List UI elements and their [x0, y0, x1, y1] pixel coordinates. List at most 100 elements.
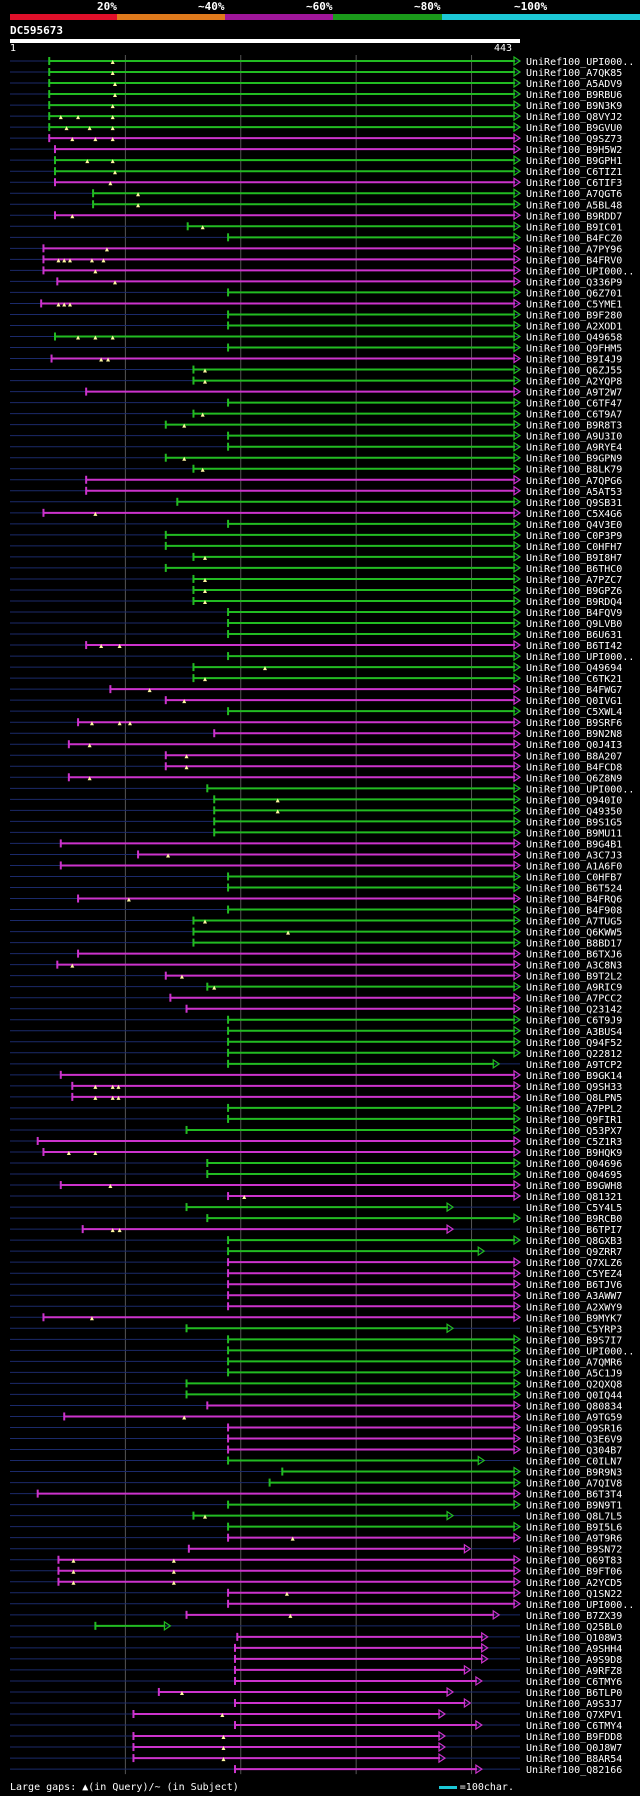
query-gap-marker — [62, 302, 67, 307]
hit-label: UniRef100_Q80834 — [526, 1401, 622, 1412]
hit-label: UniRef100_C6T9A7 — [526, 410, 622, 421]
query-gap-marker — [110, 1228, 115, 1233]
hit-label: UniRef100_B9FT06 — [526, 1567, 622, 1578]
hit-arrow — [513, 772, 522, 783]
hit-label: UniRef100_Q7XPV1 — [526, 1710, 622, 1721]
hit-label: UniRef100_C0ILN7 — [526, 1457, 622, 1468]
hit-label: UniRef100_B9H5W2 — [526, 145, 622, 156]
hit-arrow — [513, 728, 522, 739]
query-gap-marker — [70, 137, 75, 142]
hit-arrow — [513, 144, 522, 155]
hit-arrow — [513, 353, 522, 364]
hit-label: UniRef100_A7TUG5 — [526, 917, 622, 928]
hit-arrow — [513, 210, 522, 221]
query-gap-marker — [203, 677, 207, 682]
hit-label: UniRef100_UPI000.. — [526, 1600, 634, 1611]
hit-arrow — [513, 485, 522, 496]
hit-arrow — [513, 1554, 522, 1565]
hit-label: UniRef100_Q9FIR1 — [526, 1115, 622, 1126]
hit-arrow — [513, 1290, 522, 1301]
hit-arrow — [513, 1356, 522, 1367]
hit-label: UniRef100_B8A207 — [526, 751, 622, 762]
hit-label: UniRef100_Q9ZRR7 — [526, 1247, 622, 1258]
hit-arrow — [513, 155, 522, 166]
hit-arrow — [513, 121, 522, 133]
hit-label: UniRef100_C5Z1R3 — [526, 1137, 622, 1148]
hit-arrow — [513, 441, 522, 452]
hit-label: UniRef100_Q9SH33 — [526, 1082, 622, 1093]
hit-label: UniRef100_A7QIV8 — [526, 1479, 622, 1490]
hit-label: UniRef100_A7PCC2 — [526, 994, 622, 1005]
hit-arrow — [513, 518, 522, 529]
hit-label: UniRef100_Q6Z8N9 — [526, 773, 622, 784]
hit-arrow — [438, 1752, 447, 1764]
query-gap-marker — [64, 126, 69, 131]
hit-arrow — [513, 904, 522, 915]
hit-label: UniRef100_C6TK21 — [526, 674, 622, 685]
hit-arrow — [513, 287, 522, 298]
hit-label: UniRef100_C0HFB7 — [526, 872, 622, 883]
query-gap-marker — [200, 225, 205, 230]
query-gap-marker — [110, 71, 115, 76]
query-gap-marker — [203, 368, 207, 373]
hit-label: UniRef100_A5AT53 — [526, 487, 622, 498]
hit-arrow — [446, 1686, 455, 1698]
hit-arrow — [463, 1664, 472, 1676]
hit-label: UniRef100_Q6ZJ55 — [526, 366, 622, 377]
hit-label: UniRef100_Q94F52 — [526, 1038, 622, 1049]
hit-label: UniRef100_A2YQP8 — [526, 377, 622, 388]
query-gap-marker — [89, 721, 94, 726]
hit-arrow — [513, 783, 522, 794]
query-gap-marker — [93, 269, 98, 274]
hit-arrow — [513, 684, 522, 695]
query-gap-marker — [182, 423, 187, 428]
hit-label: UniRef100_B9S7I7 — [526, 1335, 622, 1346]
hit-label: UniRef100_Q81321 — [526, 1192, 622, 1203]
query-gap-marker — [110, 115, 115, 120]
query-gap-marker — [221, 1735, 226, 1740]
hit-label: UniRef100_B9I4J9 — [526, 355, 622, 366]
hit-label: UniRef100_B8LK79 — [526, 465, 622, 476]
hit-arrow — [513, 1466, 522, 1477]
query-gap-marker — [182, 1415, 187, 1420]
query-gap-marker — [286, 930, 291, 935]
query-gap-marker — [68, 258, 72, 263]
hit-arrow — [513, 1334, 522, 1345]
hit-label: UniRef100_B9N9T1 — [526, 1501, 622, 1512]
query-gap-marker — [58, 115, 63, 120]
hit-label: UniRef100_A7QK85 — [526, 68, 622, 79]
hit-arrow — [513, 628, 522, 640]
query-gap-marker — [166, 853, 171, 858]
hit-arrow — [513, 1576, 522, 1587]
hit-label: UniRef100_A9S3J7 — [526, 1699, 622, 1710]
hit-label: UniRef100_B4FCZ0 — [526, 233, 622, 244]
query-gap-marker — [110, 159, 115, 164]
hit-arrow — [513, 750, 522, 761]
hit-arrow — [513, 871, 522, 882]
hit-arrow — [513, 133, 522, 144]
hit-arrow — [513, 474, 522, 485]
hit-arrow — [513, 55, 522, 67]
hit-arrow — [513, 915, 522, 926]
query-title: DC595673 — [10, 24, 63, 37]
hit-arrow — [513, 1091, 522, 1103]
hit-label: UniRef100_B6TPI7 — [526, 1225, 622, 1236]
hit-arrow — [513, 1587, 522, 1598]
hit-label: UniRef100_A7PZC7 — [526, 575, 622, 586]
hit-label: UniRef100_B9RBU6 — [526, 90, 622, 101]
hit-arrow — [446, 1510, 455, 1521]
hit-label: UniRef100_Q9SZ73 — [526, 134, 622, 145]
hit-arrow — [513, 419, 522, 430]
hit-label: UniRef100_B7ZX39 — [526, 1611, 622, 1622]
hit-label: UniRef100_Q22812 — [526, 1049, 622, 1060]
hit-arrow — [513, 1444, 522, 1455]
hit-label: UniRef100_A7QPG6 — [526, 476, 622, 487]
hit-arrow — [513, 948, 522, 959]
hit-label: UniRef100_A7QMR6 — [526, 1357, 622, 1368]
hit-label: UniRef100_A9RFZ8 — [526, 1666, 622, 1677]
hit-arrow — [513, 959, 522, 970]
hit-arrow — [513, 1378, 522, 1389]
hit-label: UniRef100_UPI000.. — [526, 1346, 634, 1357]
hit-arrow — [513, 1257, 522, 1268]
hit-label: UniRef100_Q8LPN5 — [526, 1093, 622, 1104]
